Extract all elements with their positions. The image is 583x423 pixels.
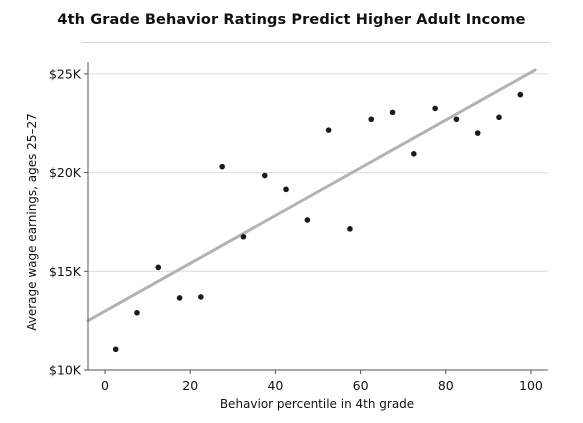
data-point [219, 163, 225, 170]
gridlines [88, 73, 548, 371]
x-axis-label: Behavior percentile in 4th grade [220, 397, 414, 411]
x-tick-label: 40 [267, 378, 283, 393]
x-tick-label: 60 [353, 378, 369, 393]
data-point [517, 91, 524, 98]
data-point [176, 295, 183, 301]
chart-title: 4th Grade Behavior Ratings Predict Highe… [57, 12, 526, 28]
data-point [134, 309, 140, 316]
data-point [198, 294, 204, 300]
data-point [155, 264, 162, 271]
axes [84, 62, 548, 374]
x-tick-label: 80 [438, 378, 454, 393]
data-point [389, 109, 396, 116]
data-point [112, 346, 119, 353]
data-point [432, 105, 438, 112]
data-point [240, 233, 247, 240]
y-tick-label: $20K [49, 165, 82, 180]
x-tick-label: 0 [101, 378, 109, 393]
data-point [347, 226, 353, 232]
x-tick-label: 20 [182, 378, 198, 393]
y-axis-label: Average wage earnings, ages 25–27 [25, 113, 39, 331]
data-point [411, 151, 417, 157]
data-point [496, 114, 502, 121]
fit-line-layer [86, 68, 537, 323]
y-tick-label: $25K [49, 66, 82, 81]
y-tick-label: $10K [49, 363, 82, 378]
data-point [261, 172, 268, 179]
data-point [453, 116, 460, 123]
data-point [474, 130, 481, 136]
y-tick-label: $15K [49, 264, 82, 279]
x-tick-label: 100 [519, 378, 543, 393]
data-point [325, 127, 332, 133]
data-points [112, 91, 524, 353]
title-divider [82, 42, 549, 43]
data-point [368, 116, 375, 123]
data-point [283, 186, 289, 193]
data-point [304, 217, 311, 223]
tick-labels: $10K $15K $20K $25K 0 20 40 60 80 100 [49, 66, 543, 393]
fit-line [86, 68, 537, 323]
